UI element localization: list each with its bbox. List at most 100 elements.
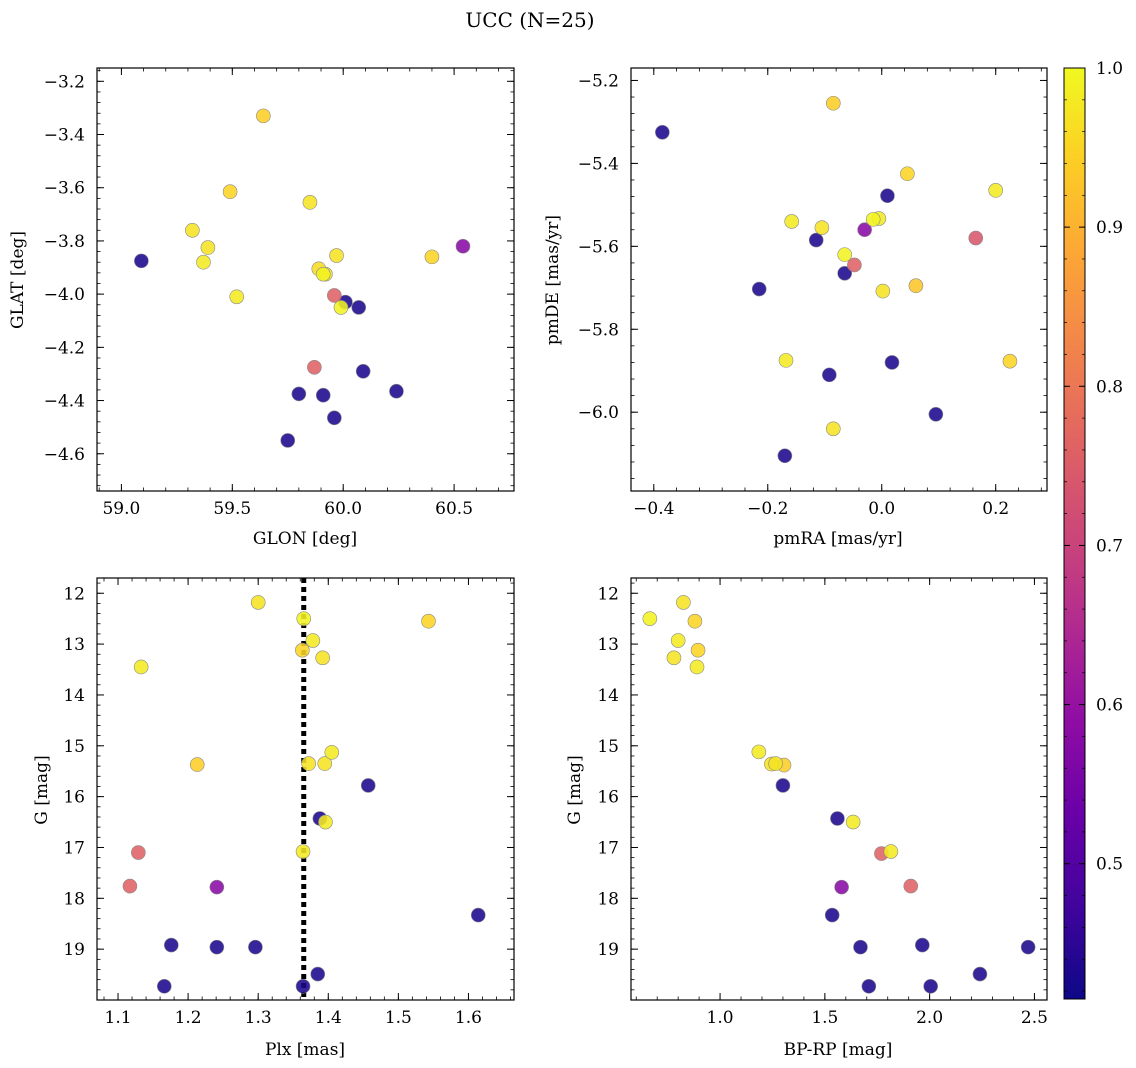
scatter-point [968, 230, 984, 246]
y-axis-label: G [mag] [32, 755, 52, 824]
x-tick-label: 1.6 [455, 1008, 482, 1028]
scatter-point [315, 387, 331, 403]
x-tick-label: −0.4 [633, 499, 674, 519]
y-tick-label: 14 [597, 686, 619, 706]
scatter-point [751, 281, 767, 297]
y-tick-label: 12 [63, 584, 85, 604]
colorbar: 0.5 0.6 0.7 0.8 0.9 1.0 [1063, 59, 1123, 1000]
colorbar-tick-label: 0.7 [1096, 536, 1123, 556]
x-tick-label: 2.0 [916, 1008, 943, 1028]
x-tick-label: 1.1 [105, 1008, 132, 1028]
x-tick-label: 0.2 [982, 499, 1009, 519]
x-tick-label: 60.0 [324, 499, 362, 519]
scatter-point [163, 937, 179, 953]
scatter-point [824, 907, 840, 923]
scatter-point [908, 278, 924, 294]
plot-frame [96, 67, 515, 492]
y-tick-label: 18 [597, 889, 619, 909]
scatter-point [302, 195, 318, 210]
panel-plx-g: Plx [mas] G [mag] 1.1 1.2 1.3 1.4 1.5 1.6 12 13… [32, 577, 515, 1060]
scatter-point [296, 611, 312, 626]
scatter-point [421, 613, 436, 629]
x-tick-label: −0.2 [747, 499, 788, 519]
scatter-point [784, 214, 800, 229]
scatter-point [360, 778, 376, 793]
scatter-point [655, 124, 670, 140]
scatter-point [900, 166, 915, 182]
y-tick-label: 15 [63, 737, 85, 757]
y-tick-label: −5.6 [578, 237, 619, 257]
y-tick-label: −5.4 [578, 154, 619, 174]
y-tick-label: −5.2 [578, 71, 619, 91]
x-tick-label: 60.5 [435, 499, 473, 519]
scatter-point [248, 939, 263, 955]
scatter-point [808, 232, 824, 248]
scatter-point [689, 659, 705, 675]
x-axis-label: BP-RP [mag] [784, 1040, 893, 1060]
scatter-point [305, 633, 321, 648]
scatter-point [295, 642, 310, 658]
scatter-point [196, 254, 211, 270]
scatter-point [133, 659, 149, 675]
scatter-point [751, 744, 767, 760]
panel-glon-glat: GLON [deg] GLAT [deg] 59.0 59.5 60.0 60.5 −3… [8, 67, 515, 549]
scatter-point [865, 212, 881, 227]
colorbar-gradient [1063, 67, 1086, 1000]
panel-bprp-g: BP-RP [mag] G [mag] 1.0 1.5 2.0 2.5 12 13 14 15… [565, 577, 1048, 1060]
scatter-point [775, 778, 791, 793]
scatter-point [857, 222, 872, 238]
scatter-point [822, 367, 837, 383]
scatter-point [455, 238, 471, 254]
scatter-point [690, 642, 706, 658]
x-tick-label: 1.5 [385, 1008, 412, 1028]
scatter-point [318, 814, 333, 830]
scatter-point [355, 363, 371, 379]
scatter-point [666, 650, 682, 666]
y-tick-label: 18 [63, 889, 85, 909]
scatter-point [837, 247, 852, 262]
x-tick-label: 2.5 [1021, 1008, 1048, 1028]
y-tick-label: −4.4 [44, 392, 85, 412]
y-tick-label: 19 [63, 940, 85, 960]
colorbar-tick-label: 0.8 [1096, 377, 1123, 397]
y-tick-label: 19 [597, 940, 619, 960]
scatter-point [884, 355, 900, 370]
x-tick-label: 1.4 [315, 1008, 342, 1028]
scatter-point [845, 814, 861, 830]
scatter-point [189, 757, 205, 772]
x-tick-label: 1.5 [811, 1008, 838, 1028]
scatter-point [903, 878, 919, 894]
y-tick-label: −4.6 [44, 445, 85, 465]
y-tick-label: −3.8 [44, 232, 85, 252]
scatter-point [915, 937, 930, 953]
scatter-point [880, 188, 895, 204]
scatter-point [185, 222, 200, 238]
panel-pmra-pmde: pmRA [mas/yr] pmDE [mas/yr] −0.4 −0.2 0.0 0… [543, 67, 1048, 549]
colorbar-tick-label: 0.9 [1096, 218, 1123, 238]
scatter-point [837, 265, 852, 281]
scatter-point [315, 650, 330, 666]
x-tick-label: 59.5 [213, 499, 251, 519]
scatter-point [834, 879, 849, 895]
y-tick-label: −4.0 [44, 285, 85, 305]
scatter-point [333, 300, 349, 315]
x-axis-label: Plx [mas] [265, 1040, 345, 1060]
colorbar-tick-label: 0.5 [1096, 855, 1123, 875]
scatter-point [310, 966, 326, 982]
scatter-point [830, 811, 845, 826]
scatter-point [875, 283, 891, 299]
y-tick-label: 17 [597, 838, 619, 858]
y-tick-label: −3.2 [44, 72, 85, 92]
scatter-point [250, 595, 266, 610]
y-axis-label: GLAT [deg] [8, 231, 28, 329]
figure-title: UCC (N=25) [465, 8, 594, 32]
y-tick-label: −6.0 [578, 403, 619, 423]
y-tick-label: 17 [63, 838, 85, 858]
scatter-point [853, 939, 868, 955]
x-tick-label: 59.0 [102, 499, 140, 519]
scatter-point [156, 978, 172, 994]
x-tick-label: 1.0 [707, 1008, 734, 1028]
y-tick-label: 13 [63, 635, 85, 655]
scatter-point [883, 844, 899, 859]
